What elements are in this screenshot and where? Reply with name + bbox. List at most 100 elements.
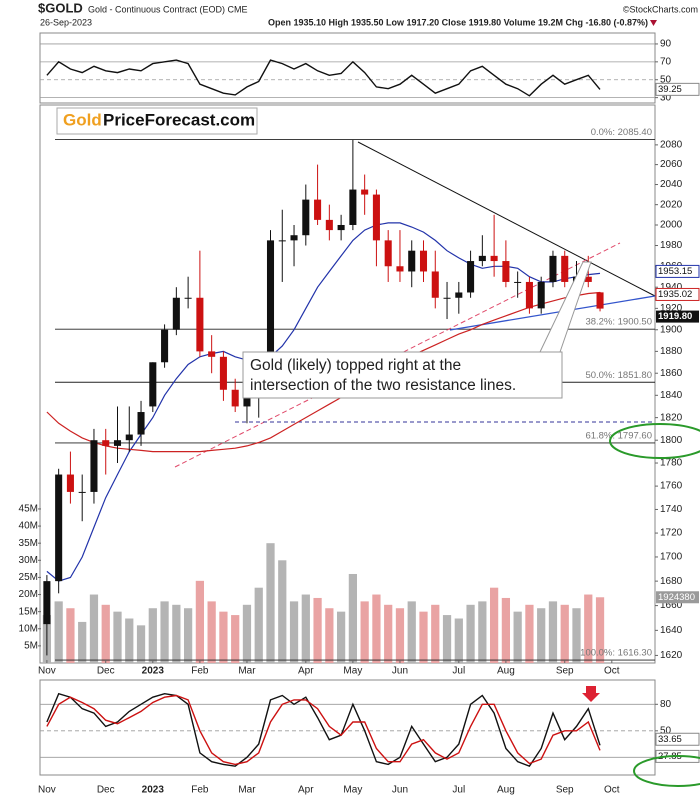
volume-bar (572, 608, 581, 663)
y-tick-label: 1620 (660, 650, 683, 661)
y-tick-label: 1740 (660, 504, 683, 515)
candle-body (43, 581, 51, 625)
candle-body (314, 199, 322, 220)
volume-bar (419, 611, 428, 663)
volume-bar (560, 604, 569, 663)
value-badge-label: 33.65 (658, 734, 682, 745)
x-tick-label: Oct (604, 666, 620, 677)
x-tick-label: Dec (97, 666, 115, 677)
candle-body (219, 356, 227, 390)
logo-brand: Gold (63, 110, 102, 129)
volume-bar (537, 608, 546, 663)
volume-bar (325, 608, 334, 663)
x-tick-label: Jun (392, 666, 408, 677)
annotation-text: intersection of the two resistance lines… (250, 377, 516, 394)
volume-bar (136, 625, 146, 663)
price-panel (39, 104, 656, 664)
candle-body (337, 224, 345, 231)
x-tick-label: Oct (604, 785, 620, 796)
candle-body (467, 261, 475, 293)
candle-body (113, 440, 122, 446)
candle-body (361, 189, 369, 195)
y-tick-label: 1680 (660, 576, 683, 587)
candle-body (372, 194, 380, 241)
y2-tick-label: 15M (19, 606, 38, 617)
candle-body (584, 276, 592, 282)
y-tick-label: 1800 (660, 435, 683, 446)
volume-bar (489, 587, 499, 663)
line-series (46, 692, 601, 768)
y-tick-label: 1860 (660, 368, 683, 379)
chart-subtitle: Gold - Continuous Contract (EOD) CME (88, 4, 248, 14)
y-tick-label: 1820 (660, 412, 683, 423)
candle-body (78, 491, 86, 493)
volume-bar (160, 601, 169, 663)
x-tick-label: Apr (298, 785, 314, 796)
candle-body (55, 474, 63, 582)
value-badge (655, 732, 700, 746)
volume-bar (513, 611, 522, 663)
y2-tick-label: 35M (19, 538, 38, 549)
x-tick-label: Jun (392, 785, 408, 796)
y-tick-label: 70 (660, 56, 672, 67)
candle-body (172, 297, 180, 330)
annotation-box (242, 351, 563, 399)
volume-bar (254, 587, 263, 663)
y-tick-label: 2080 (660, 140, 683, 151)
value-badge (655, 264, 700, 278)
y2-tick-label: 25M (19, 572, 38, 583)
date: 26-Sep-2023 (40, 17, 92, 27)
y2-tick-label: 40M (19, 521, 38, 532)
volume-bar (219, 611, 228, 663)
candle-body (596, 292, 604, 309)
signal-arrow (582, 686, 600, 702)
x-tick-label: 2023 (142, 666, 165, 677)
y-tick-label: 1640 (660, 625, 683, 636)
y-tick-label: 50 (660, 725, 672, 736)
x-tick-label: Feb (191, 666, 209, 677)
y-tick-label: 1880 (660, 346, 683, 357)
volume-bar (466, 604, 475, 663)
y-tick-label: 1780 (660, 458, 683, 469)
fib-label: 61.8%: 1797.60 (585, 430, 652, 441)
y2-tick-label: 45M (19, 504, 38, 515)
logo-site: PriceForecast.com (103, 110, 255, 129)
volume-bar (584, 594, 593, 663)
y2-tick-label: 20M (19, 589, 38, 600)
candle-body (561, 255, 569, 282)
candle-body (208, 351, 216, 357)
volume-bar (101, 604, 110, 663)
candle-body (290, 235, 298, 241)
fib-label: 50.0%: 1851.80 (585, 370, 652, 381)
x-tick-label: Jul (452, 785, 465, 796)
y-tick-label: 1840 (660, 390, 683, 401)
value-badge-label: 1953.15 (658, 266, 692, 277)
candle-body (455, 292, 463, 298)
candle-body (102, 440, 110, 446)
value-badge-label: 1935.02 (658, 289, 692, 300)
volume-bar (89, 594, 99, 663)
candle-body (302, 199, 310, 236)
candle-body (266, 240, 275, 363)
candle-body (125, 434, 133, 441)
candle-body (431, 271, 439, 298)
y-tick-label: 1720 (660, 528, 683, 539)
volume-bar (360, 601, 369, 663)
volume-bar (395, 608, 405, 663)
x-tick-label: Mar (238, 785, 256, 796)
x-tick-label: May (343, 666, 362, 677)
volume-bar (278, 560, 287, 663)
line-series (46, 694, 601, 766)
volume-bar (148, 608, 157, 663)
volume-bar (242, 604, 252, 663)
volume-bar (407, 601, 416, 663)
x-tick-label: Feb (191, 785, 209, 796)
price-badge (656, 310, 699, 323)
volume-bar (66, 608, 75, 663)
credit: ©StockCharts.com (623, 4, 698, 14)
x-tick-label: Jul (452, 666, 465, 677)
candle-body (384, 240, 392, 267)
volume-bar (595, 597, 605, 663)
volume-bar (172, 604, 181, 663)
